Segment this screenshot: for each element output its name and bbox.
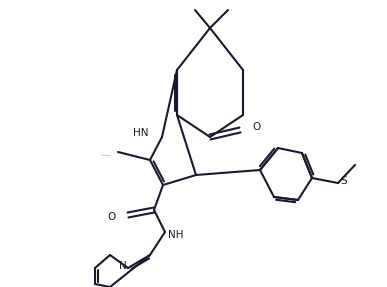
- Text: methyl stub: methyl stub: [102, 154, 110, 156]
- Text: S: S: [340, 176, 347, 186]
- Text: O: O: [252, 122, 260, 132]
- Text: O: O: [108, 212, 116, 222]
- Text: HN: HN: [132, 128, 148, 138]
- Text: NH: NH: [168, 230, 183, 240]
- Text: N: N: [119, 261, 127, 271]
